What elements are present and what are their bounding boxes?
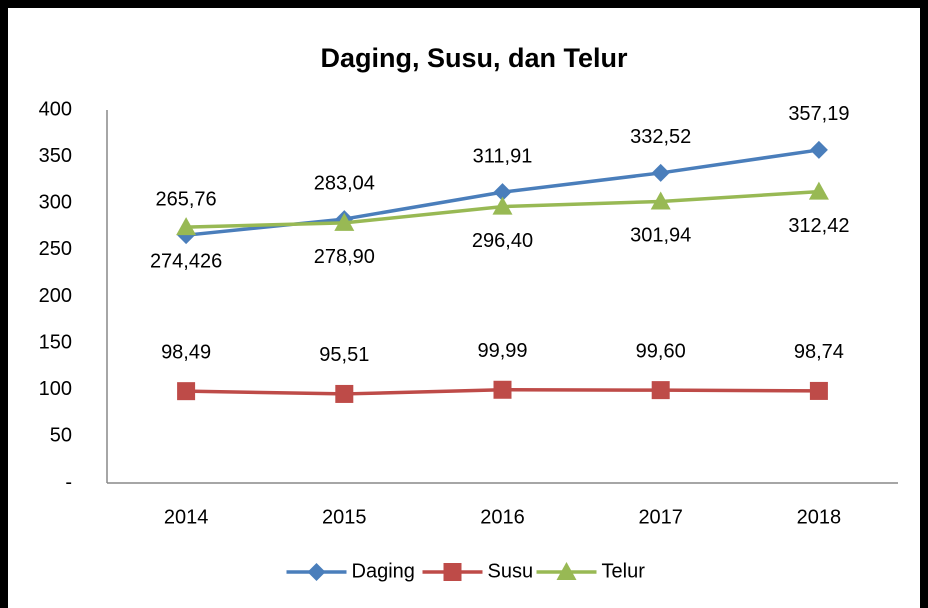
point-marker (493, 183, 512, 202)
data-label: 311,91 (473, 145, 533, 167)
point-marker (335, 384, 354, 403)
chart-title: Daging, Susu, dan Telur (320, 43, 628, 73)
x-tick-label: 2014 (164, 506, 209, 528)
point-marker (177, 382, 196, 401)
data-label: 98,49 (161, 341, 211, 363)
data-label: 99,99 (477, 340, 527, 362)
y-tick-label: 100 (39, 378, 72, 400)
point-marker (493, 380, 512, 399)
x-tick-label: 2016 (480, 506, 525, 528)
y-tick-label: 50 (50, 425, 72, 447)
point-marker (809, 140, 828, 159)
point-marker (650, 191, 671, 210)
point-marker (809, 381, 828, 400)
point-marker (176, 217, 197, 236)
data-label: 332,52 (630, 126, 691, 148)
data-label: 265,76 (156, 188, 217, 210)
x-tick-label: 2015 (322, 506, 367, 528)
point-marker (651, 381, 670, 400)
data-label: 283,04 (314, 172, 375, 194)
data-label: 99,60 (636, 340, 686, 362)
legend-label: Telur (602, 560, 646, 582)
data-label: 95,51 (319, 344, 369, 366)
y-tick-label: 350 (39, 145, 72, 167)
y-tick-label: 150 (39, 331, 72, 353)
legend-marker (307, 563, 326, 581)
legend-marker (556, 562, 577, 580)
point-marker (492, 196, 513, 215)
point-marker (651, 163, 670, 182)
x-tick-label: 2018 (797, 506, 842, 528)
data-label: 278,90 (314, 246, 375, 268)
x-tick-label: 2017 (638, 506, 683, 528)
legend-label: Susu (488, 560, 534, 582)
y-tick-label: - (65, 471, 72, 493)
y-tick-label: 250 (39, 238, 72, 260)
data-label: 301,94 (630, 225, 691, 247)
y-tick-label: 200 (39, 285, 72, 307)
data-label: 357,19 (788, 103, 849, 125)
y-tick-label: 300 (39, 192, 72, 214)
data-label: 312,42 (788, 215, 849, 237)
legend-label: Daging (352, 560, 415, 582)
legend-marker (443, 563, 462, 581)
data-label: 274,426 (150, 250, 222, 272)
y-tick-label: 400 (39, 98, 72, 120)
point-marker (808, 181, 829, 200)
data-label: 296,40 (472, 230, 533, 252)
point-marker (334, 212, 355, 231)
data-label: 98,74 (794, 341, 844, 363)
